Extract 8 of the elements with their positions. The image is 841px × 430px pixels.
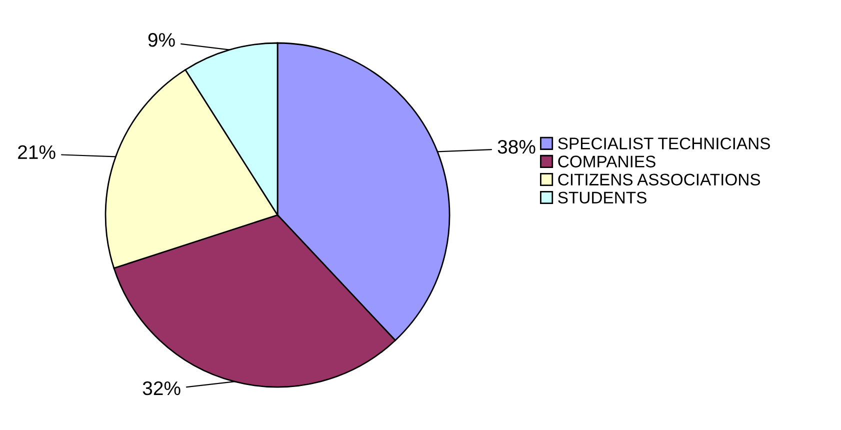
data-label: 32% [142, 381, 180, 396]
legend-label: COMPANIES [558, 156, 656, 168]
data-label: 21% [18, 145, 56, 159]
legend-label: STUDENTS [558, 192, 646, 204]
legend-label: SPECIALIST TECHNICIANS [558, 138, 770, 150]
data-label: 38% [498, 140, 536, 154]
legend-label: CITIZENS ASSOCIATIONS [558, 174, 760, 186]
data-label: 9% [148, 33, 175, 47]
